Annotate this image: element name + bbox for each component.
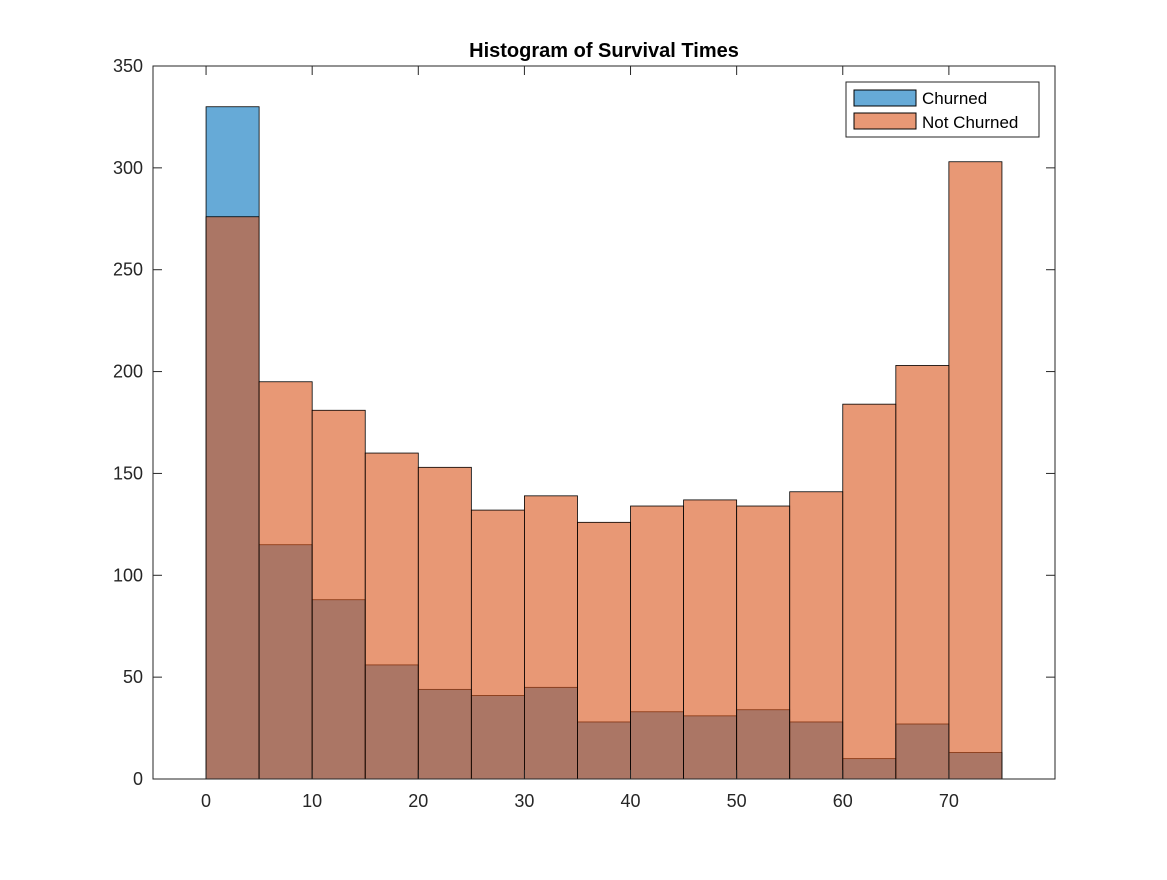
bar-not-churned-3 xyxy=(364,452,419,780)
x-tick-label: 70 xyxy=(939,791,959,811)
legend-label-not-churned: Not Churned xyxy=(922,113,1018,132)
x-tick-label: 30 xyxy=(514,791,534,811)
x-tick-label: 20 xyxy=(408,791,428,811)
bar-not-churned-11 xyxy=(789,491,844,780)
bar-not-churned-5 xyxy=(470,509,525,780)
y-tick-label: 250 xyxy=(113,260,143,280)
x-tick-label: 60 xyxy=(833,791,853,811)
x-tick-label: 0 xyxy=(201,791,211,811)
y-tick-label: 50 xyxy=(123,667,143,687)
bar-not-churned-13 xyxy=(895,365,950,780)
chart-title: Histogram of Survival Times xyxy=(469,40,739,62)
axes-box xyxy=(152,65,1056,780)
bar-not-churned-12 xyxy=(842,403,897,780)
bar-not-churned-2 xyxy=(311,409,366,780)
bars-layer xyxy=(205,106,1003,780)
y-tick-label: 300 xyxy=(113,158,143,178)
bar-not-churned-8 xyxy=(630,505,684,780)
legend-swatch-churned xyxy=(853,89,917,107)
x-tick-label: 40 xyxy=(621,791,641,811)
legend-swatch-not-churned xyxy=(853,112,917,130)
legend-label-churned: Churned xyxy=(922,89,987,108)
bar-not-churned-14 xyxy=(948,161,1003,780)
bar-not-churned-0 xyxy=(205,216,260,780)
bar-not-churned-6 xyxy=(524,495,578,780)
y-tick-label: 350 xyxy=(113,56,143,76)
bar-not-churned-10 xyxy=(736,505,791,780)
legend[interactable]: Churned Not Churned xyxy=(845,81,1040,138)
y-tick-label: 150 xyxy=(113,463,143,483)
bar-not-churned-4 xyxy=(417,466,472,780)
y-tick-label: 0 xyxy=(133,769,143,789)
bar-not-churned-7 xyxy=(577,521,631,780)
y-tick-label: 100 xyxy=(113,565,143,585)
y-tick-label: 200 xyxy=(113,362,143,382)
bar-not-churned-1 xyxy=(258,381,313,780)
bar-not-churned-9 xyxy=(683,499,738,780)
x-tick-label: 50 xyxy=(727,791,747,811)
axes-layer: 0 10 20 30 40 50 60 70 0 50 100 150 200 250 300 350 xyxy=(113,56,1056,811)
x-tick-label: 10 xyxy=(302,791,322,811)
